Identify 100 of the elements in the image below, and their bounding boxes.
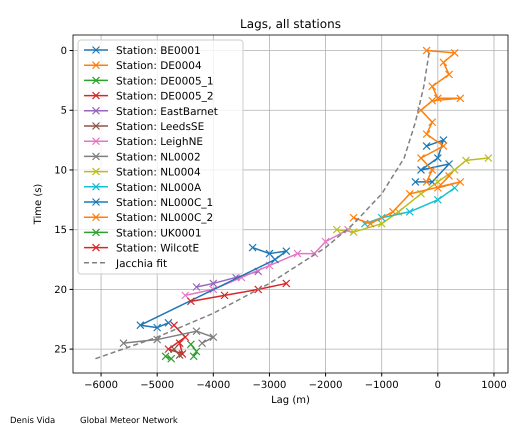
x-tick-label: 0 bbox=[434, 380, 442, 391]
point bbox=[248, 243, 257, 252]
y-tick-label: 5 bbox=[60, 106, 67, 117]
point bbox=[293, 249, 302, 258]
point bbox=[209, 285, 218, 294]
point bbox=[186, 297, 195, 306]
point bbox=[366, 220, 375, 228]
point bbox=[190, 352, 198, 360]
point bbox=[181, 333, 190, 342]
point bbox=[406, 190, 414, 198]
point bbox=[321, 238, 330, 246]
point bbox=[456, 94, 464, 102]
x-tick-label: −6000 bbox=[84, 380, 118, 391]
y-tick-label: 15 bbox=[54, 225, 67, 236]
point bbox=[192, 327, 201, 336]
x-tick-label: −3000 bbox=[252, 380, 286, 391]
point bbox=[462, 156, 470, 165]
x-tick-label: −5000 bbox=[140, 380, 174, 391]
point bbox=[254, 285, 262, 294]
point bbox=[406, 208, 414, 216]
point bbox=[444, 160, 454, 168]
legend-label: Station: NL000C_2 bbox=[116, 212, 214, 224]
point bbox=[310, 249, 318, 258]
x-tick-label: −1000 bbox=[364, 380, 399, 391]
point bbox=[456, 178, 464, 186]
point bbox=[434, 196, 442, 204]
point bbox=[422, 178, 431, 186]
point bbox=[344, 226, 352, 234]
point bbox=[282, 247, 290, 256]
point bbox=[444, 70, 454, 79]
point bbox=[416, 154, 426, 162]
legend-label: Jacchia fit bbox=[115, 258, 168, 270]
point bbox=[439, 136, 448, 144]
chart-title: Lags, all stations bbox=[240, 17, 341, 31]
y-tick-label: 20 bbox=[54, 284, 67, 296]
point bbox=[332, 226, 341, 234]
point bbox=[350, 228, 358, 236]
y-tick-label: 0 bbox=[60, 46, 67, 58]
point bbox=[422, 130, 431, 138]
legend-label: Station: DE0005_1 bbox=[116, 75, 214, 88]
point bbox=[164, 345, 173, 354]
point bbox=[439, 58, 448, 67]
point bbox=[422, 46, 431, 55]
point bbox=[237, 273, 246, 282]
point bbox=[119, 339, 128, 348]
point bbox=[416, 166, 426, 174]
point bbox=[444, 172, 454, 180]
legend-label: Station: WilcotE bbox=[116, 242, 200, 255]
point bbox=[434, 154, 442, 162]
point bbox=[170, 345, 178, 354]
point bbox=[416, 190, 426, 198]
point bbox=[153, 324, 162, 332]
legend-label: Station: LeedsSE bbox=[116, 121, 204, 133]
point bbox=[170, 321, 178, 330]
legend-label: Station: BE0001 bbox=[116, 45, 201, 57]
point bbox=[388, 208, 398, 216]
point bbox=[484, 154, 492, 162]
point bbox=[192, 282, 201, 292]
point bbox=[181, 291, 190, 300]
y-axis-title: Time (s) bbox=[33, 184, 44, 226]
point bbox=[153, 335, 162, 344]
legend-label: Station: NL000A bbox=[116, 182, 202, 194]
point bbox=[209, 333, 218, 342]
legend-label: Station: UK0001 bbox=[116, 227, 202, 240]
point bbox=[282, 279, 290, 288]
x-tick-label: −2000 bbox=[308, 380, 342, 391]
point bbox=[439, 142, 448, 150]
point bbox=[265, 261, 274, 270]
point bbox=[434, 178, 442, 186]
point bbox=[176, 339, 184, 348]
point bbox=[350, 214, 358, 222]
point bbox=[428, 118, 436, 126]
y-tick-label: 25 bbox=[54, 344, 67, 356]
point bbox=[428, 166, 436, 174]
point bbox=[411, 178, 420, 186]
point bbox=[254, 267, 262, 276]
point bbox=[198, 339, 206, 348]
legend-label: Station: DE0005_2 bbox=[116, 90, 214, 103]
x-tick-label: −4000 bbox=[196, 380, 230, 391]
point bbox=[378, 214, 386, 222]
point bbox=[450, 48, 459, 58]
point bbox=[186, 340, 195, 348]
point bbox=[220, 291, 229, 300]
point bbox=[192, 347, 201, 356]
legend-label: Station: NL000C_1 bbox=[116, 197, 214, 209]
point bbox=[428, 178, 436, 186]
point bbox=[378, 220, 386, 228]
point bbox=[422, 142, 431, 150]
point bbox=[428, 82, 436, 90]
point bbox=[176, 350, 184, 360]
legend-label: Station: NL0002 bbox=[116, 151, 201, 164]
text: Denis Vida bbox=[10, 416, 56, 426]
x-axis-title: Lag (m) bbox=[271, 395, 310, 406]
point bbox=[434, 184, 442, 192]
point bbox=[209, 279, 218, 288]
point bbox=[450, 184, 459, 192]
point bbox=[360, 220, 369, 228]
point bbox=[178, 350, 187, 358]
point bbox=[136, 321, 144, 330]
point bbox=[450, 166, 459, 174]
